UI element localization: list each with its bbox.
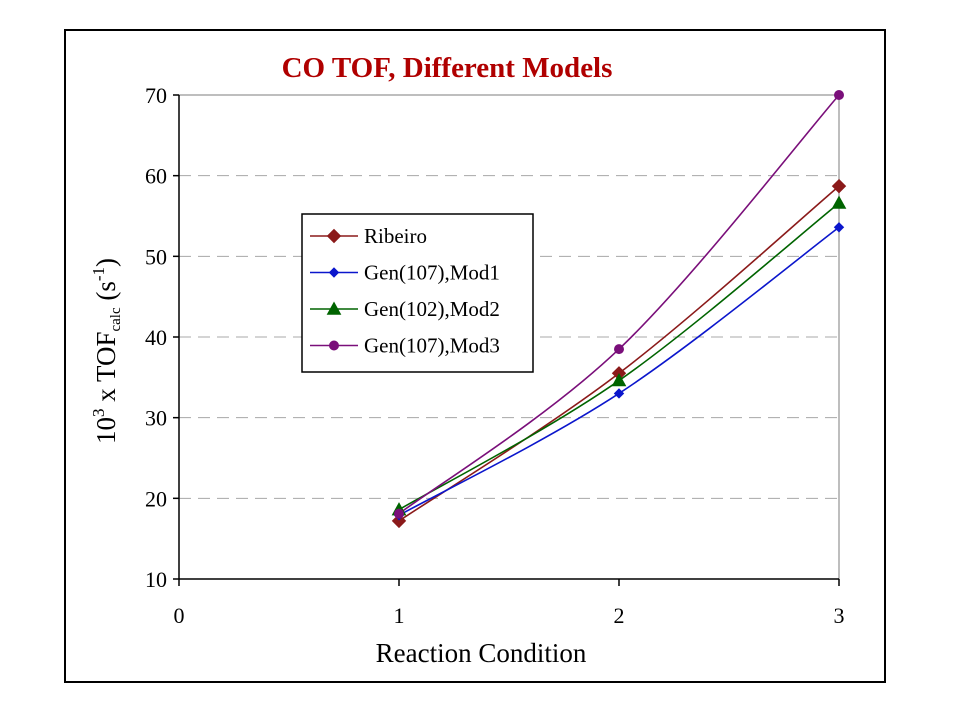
x-tick-label: 2 — [614, 603, 625, 628]
data-point-gen-107-mod3 — [394, 508, 404, 519]
legend-marker — [326, 301, 342, 315]
chart-title: CO TOF, Different Models — [282, 52, 613, 84]
series-markers — [391, 90, 847, 529]
legend-label: Gen(107),Mod3 — [364, 334, 500, 358]
data-point-ribeiro — [831, 178, 847, 194]
data-point-ribeiro — [391, 513, 407, 529]
x-tick-labels: 0 1 2 3 — [174, 603, 845, 628]
y-tick-labels: 10 20 30 40 50 60 70 — [145, 83, 167, 592]
legend-label: Gen(102),Mod2 — [364, 297, 500, 321]
legend-entry-gen-102-mod2: Gen(102),Mod2 — [310, 297, 500, 321]
x-tick-label: 0 — [174, 603, 185, 628]
data-point-gen-107-mod3 — [614, 344, 624, 355]
legend-entry-ribeiro: Ribeiro — [310, 224, 427, 248]
y-tick-label: 60 — [145, 164, 167, 189]
data-point-gen-102-mod2 — [611, 373, 627, 387]
data-point-gen-107-mod1 — [833, 222, 845, 233]
legend-entry-gen-107-mod3: Gen(107),Mod3 — [310, 334, 500, 358]
y-tick-label: 30 — [145, 406, 167, 431]
y-tick-label: 20 — [145, 486, 167, 511]
chart-frame: CO TOF, Different Models 10 20 30 40 50 60 70 … — [64, 29, 886, 683]
y-axis-label: 103 x TOFcalc (s-1) — [89, 258, 124, 444]
legend: Ribeiro Gen(107),Mod1 Gen(102),Mod2 Gen(107… — [301, 213, 534, 373]
data-point-gen-107-mod3 — [834, 90, 844, 100]
y-tick-label: 40 — [145, 325, 167, 350]
legend-label: Gen(107),Mod1 — [364, 261, 500, 285]
x-tick-label: 3 — [834, 603, 845, 628]
legend-label: Ribeiro — [364, 224, 427, 248]
legend-marker — [326, 228, 342, 244]
x-axis-label: Reaction Condition — [376, 638, 587, 668]
legend-marker — [329, 340, 339, 351]
data-point-gen-102-mod2 — [831, 195, 847, 209]
legend-marker — [328, 267, 340, 278]
legend-entry-gen-107-mod1: Gen(107),Mod1 — [310, 261, 500, 285]
x-tick-label: 1 — [394, 603, 405, 628]
data-point-gen-107-mod1 — [613, 388, 625, 399]
y-tick-label: 10 — [145, 567, 167, 592]
y-tick-label: 70 — [145, 83, 167, 108]
y-tick-label: 50 — [145, 244, 167, 269]
axes — [173, 94, 840, 586]
chart: CO TOF, Different Models 10203040506070 … — [89, 52, 847, 668]
